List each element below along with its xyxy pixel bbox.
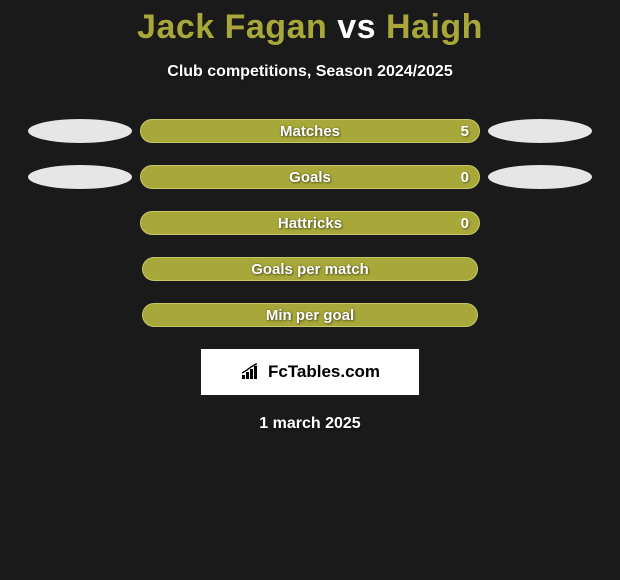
player2-name: Haigh — [386, 8, 483, 46]
comparison-card: Jack Fagan vs Haigh Club competitions, S… — [0, 0, 620, 433]
bar-wrap: Hattricks 0 — [140, 211, 480, 235]
stat-row: Min per goal — [0, 303, 620, 327]
stats-list: Matches 5 Goals 0 Hattricks 0 Goals per match M… — [0, 119, 620, 327]
subtitle: Club competitions, Season 2024/2025 — [0, 63, 620, 81]
bar-wrap: Matches 5 — [140, 119, 480, 143]
stat-value: 0 — [461, 215, 469, 232]
page-title: Jack Fagan vs Haigh — [0, 8, 620, 47]
player1-name: Jack Fagan — [137, 8, 327, 46]
stat-value: 5 — [461, 123, 469, 140]
stat-value: 0 — [461, 169, 469, 186]
stat-bar: Matches 5 — [140, 119, 480, 143]
stat-label: Matches — [280, 123, 340, 140]
left-ellipse — [28, 119, 132, 143]
stat-bar: Min per goal — [142, 303, 478, 327]
bar-wrap: Min per goal — [140, 303, 480, 327]
stat-label: Goals per match — [251, 261, 369, 278]
right-ellipse — [488, 119, 592, 143]
stat-row: Hattricks 0 — [0, 211, 620, 235]
logo-box: FcTables.com — [201, 349, 419, 395]
left-ellipse — [28, 165, 132, 189]
stat-row: Matches 5 — [0, 119, 620, 143]
stat-bar: Goals per match — [142, 257, 478, 281]
stat-bar: Hattricks 0 — [140, 211, 480, 235]
bar-wrap: Goals per match — [140, 257, 480, 281]
date-text: 1 march 2025 — [0, 415, 620, 433]
bar-wrap: Goals 0 — [140, 165, 480, 189]
stat-label: Goals — [289, 169, 331, 186]
logo-text: FcTables.com — [268, 362, 380, 382]
stat-label: Hattricks — [278, 215, 342, 232]
stat-row: Goals per match — [0, 257, 620, 281]
stat-bar: Goals 0 — [140, 165, 480, 189]
stat-row: Goals 0 — [0, 165, 620, 189]
right-ellipse — [488, 165, 592, 189]
chart-icon — [240, 363, 262, 381]
vs-text: vs — [337, 8, 376, 46]
stat-label: Min per goal — [266, 307, 354, 324]
